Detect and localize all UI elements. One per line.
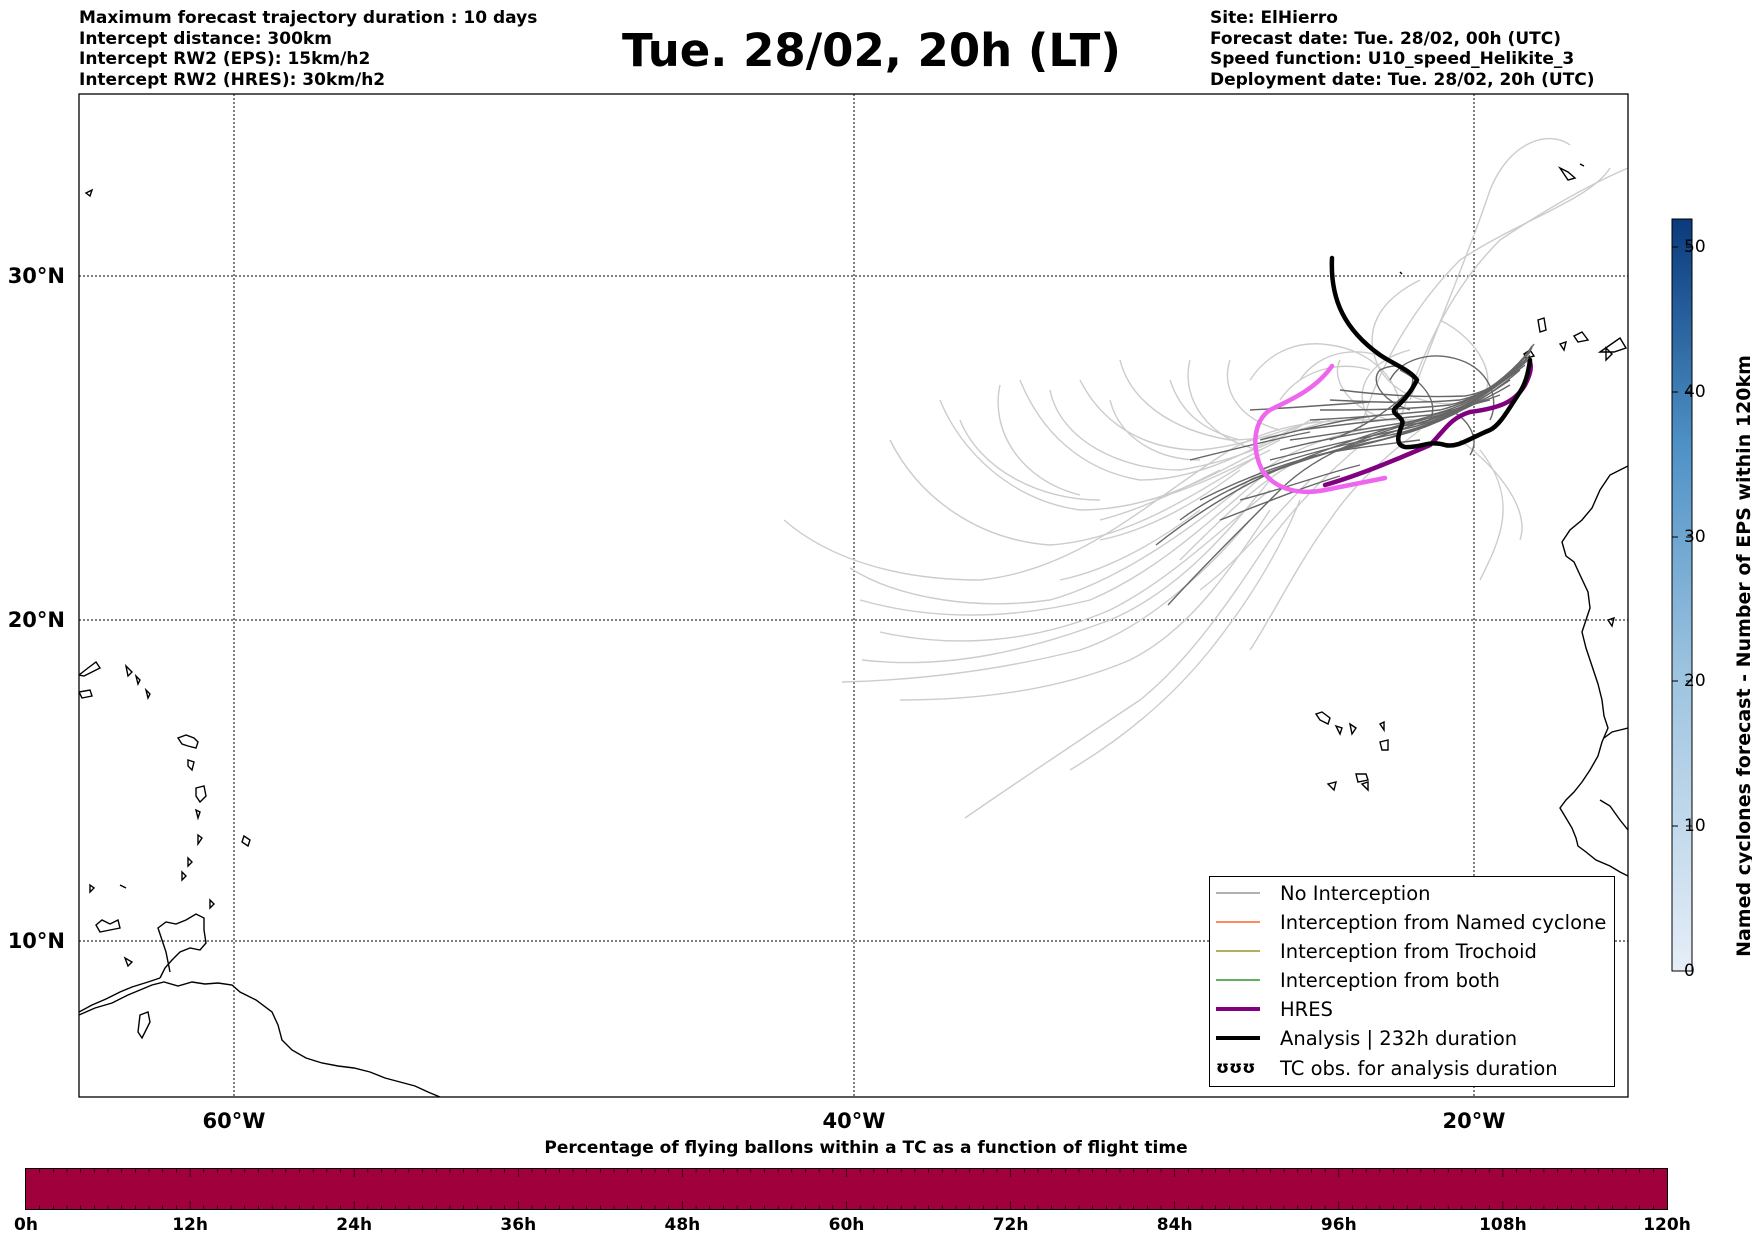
eps-trajectories-light [783, 137, 1628, 819]
header-site: Site: ElHierro [1210, 8, 1338, 28]
bottom-bar-tick-label: 48h [664, 1215, 701, 1235]
header-intercept-distance: Intercept distance: 300km [79, 28, 332, 49]
bottom-bar-title: Percentage of flying ballons within a TC… [544, 1138, 1188, 1158]
legend-line-no-interception [1216, 892, 1260, 894]
lon-tick-60w: 60°W [202, 1109, 266, 1133]
colorbar-tick-label: 0 [1684, 961, 1695, 981]
legend-item: Interception from Trochoid [1216, 938, 1537, 964]
header-intercept-eps: Intercept RW2 (EPS): 15km/h2 [79, 49, 371, 69]
lon-tick-20w: 20°W [1442, 1109, 1506, 1133]
coastline-africa [1314, 163, 1628, 877]
coastline-americas [79, 188, 441, 1097]
legend-label: Interception from Trochoid [1280, 939, 1537, 963]
legend-item: Interception from both [1216, 967, 1500, 993]
hres-trajectory-early [1253, 363, 1388, 495]
legend-label: HRES [1280, 997, 1333, 1021]
legend-line-named-cyclone [1216, 921, 1260, 923]
header-forecast-date: Forecast date: Tue. 28/02, 00h (UTC) [1210, 28, 1561, 49]
legend-item: HRES [1216, 996, 1333, 1022]
legend-line-both [1216, 979, 1260, 981]
legend-label: Analysis | 232h duration [1280, 1026, 1518, 1050]
tc-percentage-bar-fill [26, 1169, 1667, 1209]
bottom-bar-tick-label: 24h [336, 1215, 373, 1235]
legend-label: Interception from both [1280, 968, 1500, 992]
legend-item: Interception from Named cyclone [1216, 909, 1606, 935]
map-frame [78, 93, 1629, 1098]
colorbar-ticks [1672, 246, 1692, 972]
page-title: Tue. 28/02, 20h (LT) [622, 24, 1121, 77]
tc-percentage-bar [25, 1168, 1668, 1210]
lon-tick-40w: 40°W [822, 1109, 886, 1133]
analysis-trajectory [1329, 255, 1533, 450]
tc-symbol-icon: ʊʊʊ [1216, 1058, 1256, 1078]
legend-label: Interception from Named cyclone [1280, 910, 1607, 934]
legend-label: No Interception [1280, 881, 1431, 905]
map-legend: No Interception Interception from Named … [1209, 876, 1615, 1087]
header-speed-function: Speed function: U10_speed_Helikite_3 [1210, 49, 1575, 69]
bottom-bar-tick-label: 108h [1479, 1215, 1527, 1235]
colorbar [1671, 218, 1693, 972]
lat-tick-30n: 30°N [7, 264, 65, 288]
legend-item: Analysis | 232h duration [1216, 1025, 1517, 1051]
bottom-bar-tick-label: 84h [1156, 1215, 1193, 1235]
bottom-bar-tick-label: 72h [992, 1215, 1029, 1235]
bottom-bar-tick-label: 60h [828, 1215, 865, 1235]
bottom-bar-tick-label: 96h [1320, 1215, 1357, 1235]
legend-line-hres [1216, 1007, 1260, 1011]
bottom-bar-tick-label: 0h [14, 1215, 38, 1235]
colorbar-tick-label: 20 [1684, 671, 1706, 691]
bottom-bar-tick-label: 12h [172, 1215, 208, 1235]
legend-item: ʊʊʊ TC obs. for analysis duration [1216, 1055, 1558, 1081]
lat-tick-20n: 20°N [7, 608, 65, 632]
legend-line-analysis [1216, 1036, 1260, 1040]
bottom-bar-tick-label: 120h [1643, 1215, 1691, 1235]
legend-item: No Interception [1216, 880, 1431, 906]
colorbar-tick-label: 50 [1684, 237, 1706, 257]
lat-tick-10n: 10°N [7, 929, 65, 953]
right-header-info: Site: ElHierro Forecast date: Tue. 28/02… [1210, 8, 1595, 90]
left-header-info: Maximum forecast trajectory duration : 1… [79, 8, 537, 90]
header-intercept-hres: Intercept RW2 (HRES): 30km/h2 [79, 69, 386, 90]
colorbar-tick-label: 40 [1684, 382, 1706, 402]
header-max-duration: Maximum forecast trajectory duration : 1… [79, 8, 538, 28]
legend-line-trochoid [1216, 950, 1260, 952]
header-deployment-date: Deployment date: Tue. 28/02, 20h (UTC) [1210, 69, 1595, 90]
map-content [79, 94, 1628, 1097]
colorbar-label: Named cyclones forecast - Number of EPS … [1733, 355, 1752, 957]
legend-label: TC obs. for analysis duration [1280, 1056, 1558, 1080]
colorbar-tick-label: 10 [1684, 816, 1706, 836]
colorbar-tick-label: 30 [1684, 527, 1706, 547]
bottom-bar-tick-label: 36h [500, 1215, 537, 1235]
gridlines [79, 94, 1628, 1097]
